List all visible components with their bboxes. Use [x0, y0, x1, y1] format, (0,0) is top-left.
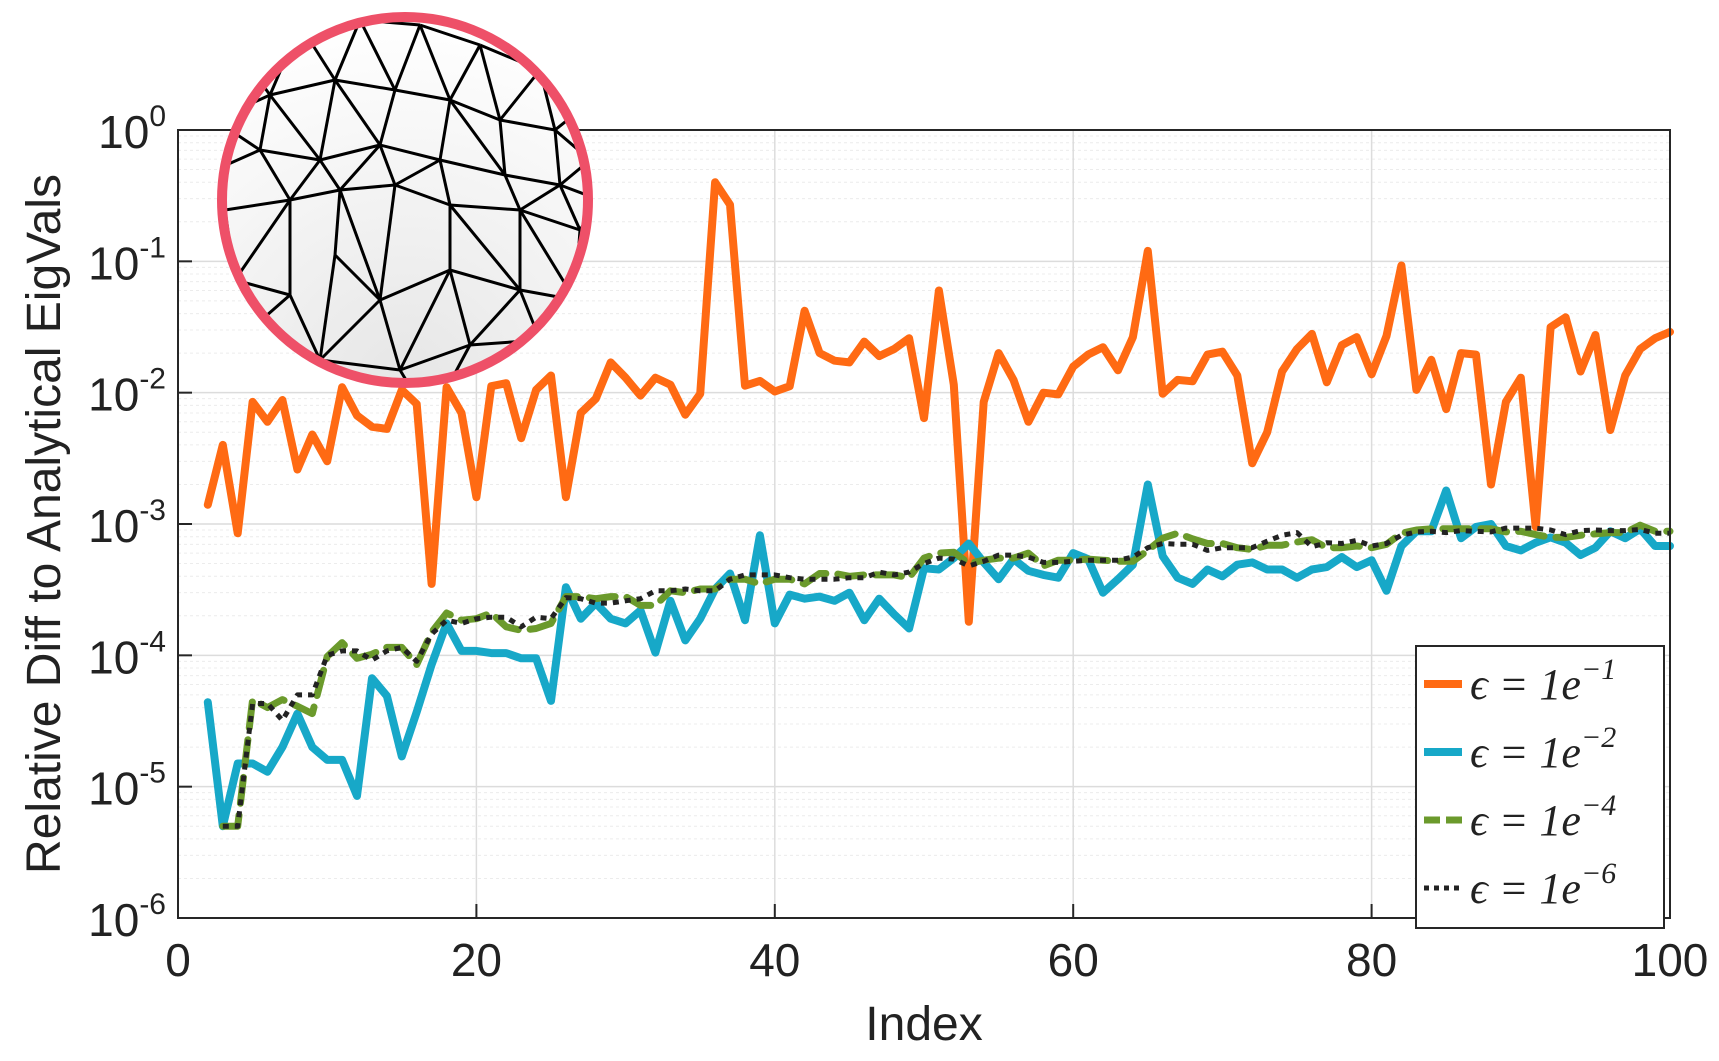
legend-label: ϵ = 1e−4	[1470, 789, 1616, 845]
mesh-edge	[449, 268, 521, 292]
mesh-edge	[318, 254, 337, 361]
axis-ticks: 0 20 40 60 80 100 100 10-1 10-2 10-3 10-4 10-5 10-6	[88, 100, 1708, 986]
mesh-edge	[338, 144, 382, 191]
mesh-edge	[503, 174, 522, 211]
series-line-1	[203, 178, 1674, 626]
mesh-edge	[449, 203, 521, 212]
mesh-edge	[553, 129, 562, 186]
mesh-edge	[318, 159, 342, 191]
x-tick-label: 20	[451, 934, 502, 986]
mesh-edge	[319, 143, 381, 162]
mesh-edge	[338, 189, 382, 301]
mesh-edge	[449, 98, 501, 122]
mesh-edge	[319, 358, 401, 372]
mesh-edge	[448, 99, 507, 176]
mesh-edge	[448, 204, 522, 291]
mesh-edge	[379, 143, 441, 162]
x-tick-label: 80	[1346, 934, 1397, 986]
mesh-edge	[269, 78, 336, 97]
y-tick-label: 100	[98, 100, 166, 158]
mesh-edge	[558, 184, 582, 231]
mesh-edge	[358, 19, 397, 91]
mesh-edge	[498, 119, 507, 176]
mesh-edge	[399, 343, 471, 372]
y-axis-label: Relative Diff to Analytical EigVals	[18, 174, 71, 874]
mesh-edge	[439, 158, 506, 177]
mesh-edge	[233, 199, 292, 281]
mesh-edge	[259, 148, 321, 162]
x-tick-label: 0	[165, 934, 191, 986]
mesh-edge	[224, 198, 291, 212]
legend-box	[1415, 645, 1665, 929]
y-tick-label: 10-5	[88, 757, 166, 815]
legend-label: ϵ = 1e−1	[1470, 653, 1616, 709]
legend-label: ϵ = 1e−2	[1470, 721, 1616, 777]
mesh-edge	[378, 184, 397, 301]
legend: ϵ = 1e−1 ϵ = 1e−2 ϵ = 1e−4 ϵ = 1e−6	[1415, 645, 1665, 929]
mesh-edge	[448, 44, 482, 101]
mesh-edge	[334, 78, 396, 92]
mesh-edge	[318, 79, 337, 161]
mesh-edge	[333, 79, 382, 146]
mesh-edge	[394, 183, 451, 207]
mesh-edge	[394, 88, 451, 102]
mesh-edge	[268, 94, 322, 161]
mesh-edge	[559, 183, 588, 202]
mesh-edge	[419, 23, 481, 47]
mesh-edge	[258, 94, 272, 151]
mesh-edge	[378, 299, 402, 371]
mesh-edge	[468, 288, 522, 347]
x-tick-label: 40	[749, 934, 800, 986]
y-tick-label: 10-3	[88, 494, 166, 552]
mesh-edge	[504, 173, 561, 187]
mesh-edge	[318, 298, 382, 362]
mesh-edge	[519, 183, 561, 212]
mesh-edge	[438, 99, 452, 161]
magnifier-ring	[217, 12, 593, 388]
mesh-edge	[499, 118, 556, 132]
mesh-edge	[393, 24, 422, 91]
mesh-edge	[333, 189, 342, 256]
mesh-edge	[519, 208, 581, 232]
series-line-4	[222, 525, 1670, 829]
y-tick-label: 10-1	[88, 231, 166, 289]
mesh-edge	[498, 69, 542, 121]
y-tick-label: 10-6	[88, 888, 166, 946]
mesh-edge	[258, 149, 292, 201]
mesh-edge	[378, 89, 397, 146]
x-tick-label: 100	[1632, 934, 1709, 986]
series-line-3	[219, 521, 1674, 830]
legend-label: ϵ = 1e−6	[1470, 857, 1616, 913]
mesh-edge	[289, 188, 341, 202]
mesh-edge	[333, 19, 362, 81]
mesh-edge	[339, 183, 396, 192]
x-tick-label: 60	[1048, 934, 1099, 986]
y-tick-label: 10-4	[88, 625, 166, 683]
mesh-edge	[333, 253, 382, 302]
series-layer	[203, 178, 1674, 831]
mesh-edge	[438, 159, 452, 206]
y-tick-label: 10-2	[88, 363, 166, 421]
x-axis-label: Index	[865, 998, 982, 1051]
mesh-edge	[288, 159, 322, 201]
mesh-edge	[418, 24, 452, 101]
mesh-edge	[398, 269, 452, 371]
mesh-edge	[448, 269, 472, 346]
mesh-edge	[378, 144, 397, 186]
mesh-edge	[478, 44, 502, 121]
mesh-edge	[288, 294, 322, 361]
mesh-edge	[379, 268, 451, 302]
mesh-edge	[394, 158, 441, 187]
